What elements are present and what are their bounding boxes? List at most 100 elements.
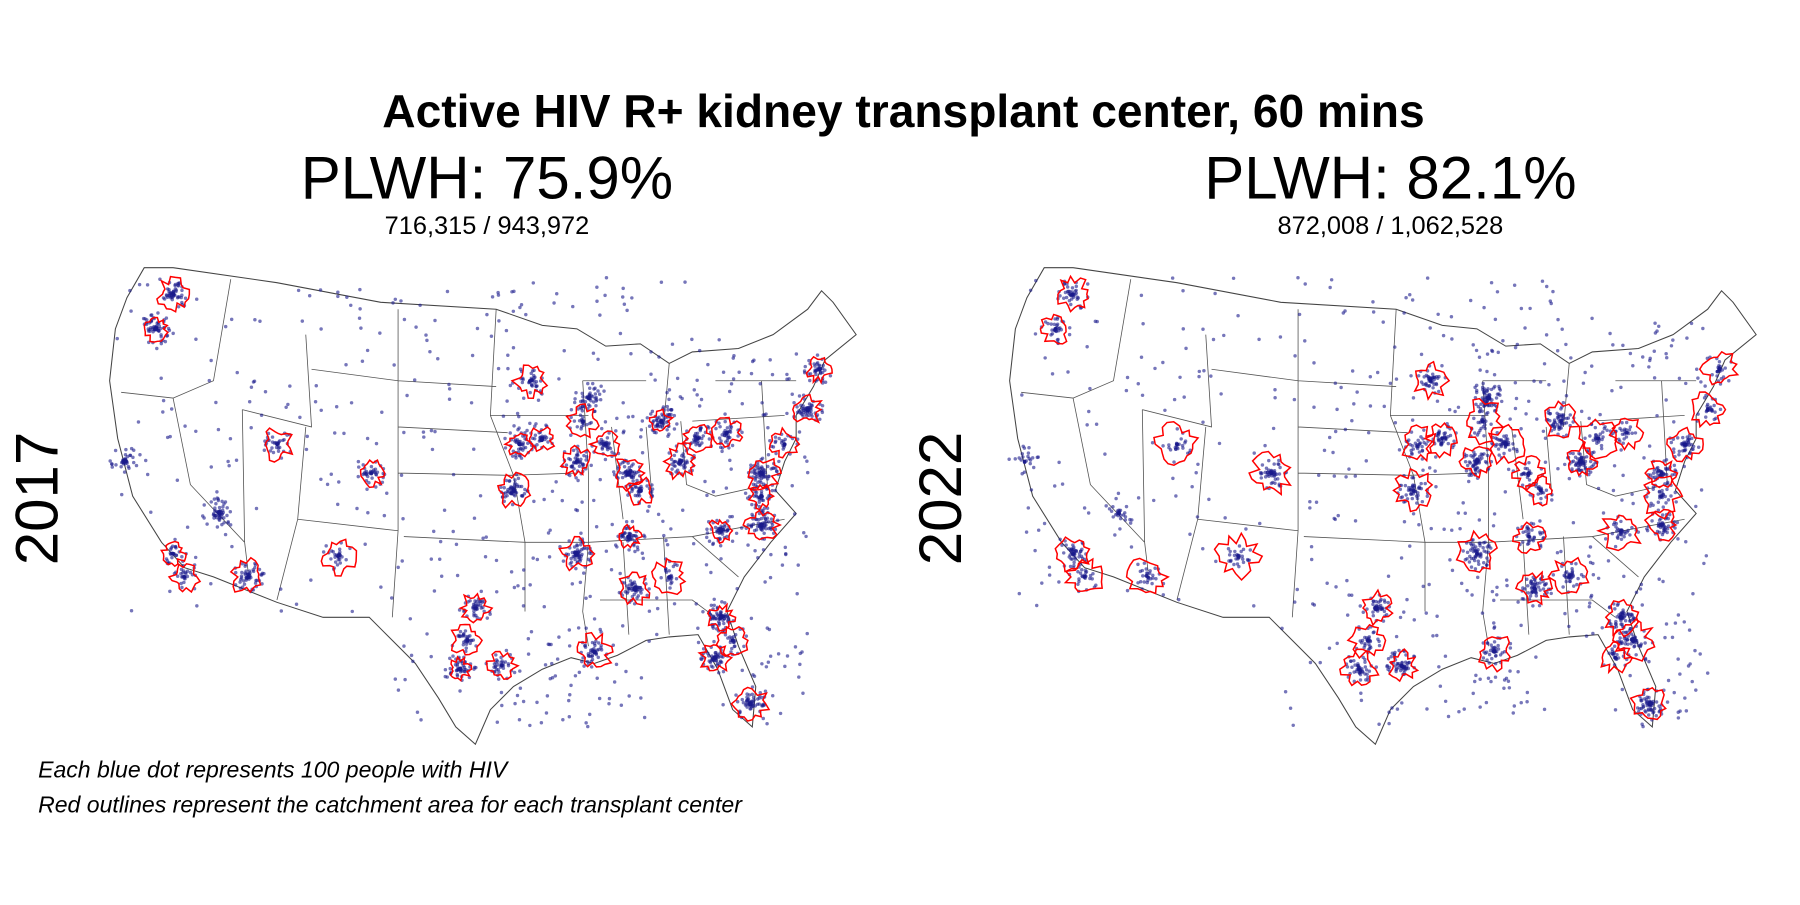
hiv-dot (709, 664, 714, 668)
hiv-dot (1655, 414, 1659, 418)
hiv-dot (1516, 670, 1520, 674)
hiv-dot (1022, 446, 1027, 450)
hiv-dot (1564, 579, 1568, 584)
hiv-dot (1675, 520, 1680, 525)
hiv-dot (517, 426, 521, 430)
hiv-dot (230, 544, 234, 549)
catchment-outline (710, 416, 744, 449)
hiv-dot (582, 664, 586, 668)
hiv-dot (723, 601, 727, 605)
hiv-dot (1581, 381, 1586, 385)
hiv-dot (1635, 706, 1640, 710)
hiv-dot (820, 410, 825, 415)
hiv-dot (1240, 554, 1244, 558)
hiv-dot (1541, 429, 1546, 434)
hiv-dot (672, 453, 677, 458)
hiv-dot (569, 556, 573, 561)
hiv-dot (749, 470, 754, 474)
hiv-dot (1402, 311, 1406, 315)
hiv-dot (1386, 657, 1391, 661)
hiv-dot (1531, 539, 1536, 543)
hiv-dot (1325, 581, 1329, 585)
hiv-dot (1626, 528, 1630, 533)
hiv-dot (654, 418, 659, 422)
hiv-dot (1610, 531, 1615, 536)
hiv-dot (1684, 442, 1688, 446)
hiv-dot (663, 568, 668, 573)
hiv-dot (1490, 656, 1494, 661)
hiv-dot (777, 459, 781, 464)
hiv-dot (1376, 637, 1380, 641)
hiv-dot (761, 498, 766, 503)
hiv-dot (1484, 550, 1488, 554)
catchment-outline (742, 509, 782, 541)
hiv-dot (228, 436, 233, 441)
hiv-dot (1588, 545, 1593, 549)
hiv-dot (1399, 663, 1403, 668)
hiv-dot (598, 477, 602, 482)
hiv-dot (1653, 321, 1657, 325)
hiv-dot (778, 711, 783, 716)
hiv-dot (179, 295, 183, 300)
hiv-dot (567, 628, 572, 632)
hiv-dot (1513, 345, 1518, 350)
hiv-dot (1591, 561, 1595, 566)
hiv-dot (195, 297, 199, 301)
hiv-dot (1341, 311, 1346, 315)
hiv-dot (129, 609, 134, 613)
hiv-dot (1467, 479, 1471, 484)
hiv-dot (457, 608, 462, 612)
hiv-dot (1402, 664, 1407, 668)
hiv-dot (409, 653, 414, 658)
hiv-dot (1521, 586, 1525, 590)
state-borders (121, 279, 797, 647)
hiv-dot (503, 660, 508, 664)
hiv-dot (1541, 587, 1546, 591)
hiv-dot (1587, 554, 1591, 558)
hiv-dot (1481, 546, 1485, 550)
hiv-dot (725, 614, 729, 618)
hiv-dot (626, 415, 631, 419)
hiv-dot (202, 503, 206, 507)
hiv-dot (751, 695, 756, 700)
hiv-dot (131, 455, 135, 460)
hiv-dot (1593, 425, 1598, 430)
hiv-dot (279, 587, 283, 591)
catchment-outline (159, 540, 188, 568)
hiv-dot (179, 581, 183, 586)
hiv-dot (595, 285, 599, 289)
hiv-dot (548, 676, 552, 681)
hiv-dot (769, 467, 773, 471)
hiv-dot (1195, 515, 1200, 519)
hiv-dot (604, 549, 609, 553)
hiv-dot (497, 319, 501, 323)
hiv-dot (1532, 536, 1536, 540)
hiv-dot (113, 448, 118, 453)
hiv-dot (672, 602, 677, 606)
hiv-dot (655, 632, 659, 637)
catchment-outline (264, 427, 294, 463)
hiv-dot (709, 659, 713, 663)
hiv-dot (1394, 634, 1399, 639)
hiv-dot (1138, 580, 1143, 584)
hiv-dot (803, 455, 807, 459)
hiv-dot (531, 281, 536, 285)
hiv-dot (721, 703, 725, 707)
hiv-dot (183, 296, 188, 300)
hiv-dot (518, 686, 523, 690)
hiv-dot (1347, 593, 1351, 597)
hiv-dot (1562, 416, 1566, 420)
hiv-dot (528, 723, 532, 728)
hiv-dot (1094, 583, 1098, 587)
hiv-dot (1055, 322, 1060, 326)
hiv-dot (1574, 462, 1578, 467)
hiv-dot (526, 637, 531, 641)
hiv-dot (1694, 504, 1698, 509)
hiv-dot (1107, 507, 1112, 511)
hiv-dot (578, 543, 583, 547)
hiv-dot (725, 438, 729, 443)
hiv-dot (335, 563, 340, 567)
hiv-dot (195, 604, 199, 608)
hiv-dot (209, 582, 213, 586)
